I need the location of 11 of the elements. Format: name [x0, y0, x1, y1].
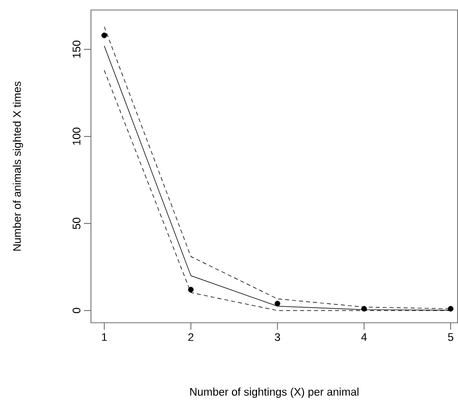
y-axis-title: Number of animals sighted X times — [12, 82, 24, 251]
x-tick-label: 5 — [448, 333, 454, 342]
x-tick-label: 3 — [274, 333, 280, 342]
y-tick-label: 50 — [72, 218, 80, 230]
x-tick-label: 4 — [361, 333, 367, 341]
x-tick-label: 1 — [102, 333, 107, 341]
y-tick-label: 100 — [72, 128, 80, 145]
y-tick-label: 150 — [72, 40, 80, 58]
x-tick-label: 2 — [188, 333, 194, 342]
x-axis-title: Number of sightings (X) per animal — [190, 388, 358, 398]
y-tick-label: 0 — [72, 308, 80, 314]
